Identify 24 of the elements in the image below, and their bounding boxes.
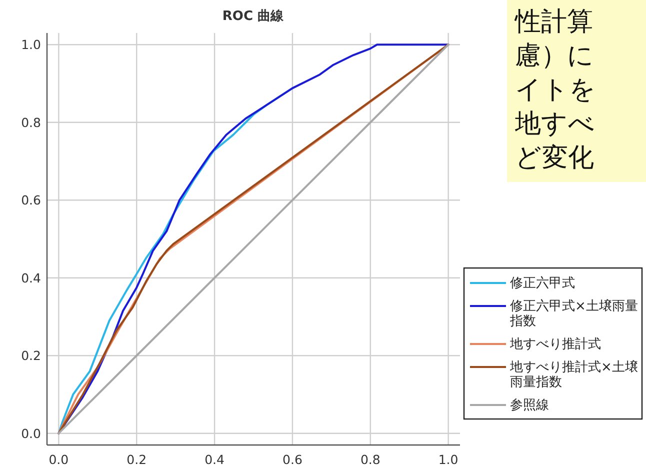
text: 慮）に <box>515 41 594 71</box>
x-tick-label: 0.6 <box>282 452 302 467</box>
legend-label: 参照線 <box>510 398 549 413</box>
y-tick-label: 0.2 <box>21 348 41 364</box>
x-tick-label: 0.2 <box>126 452 147 467</box>
chart-title: ROC 曲線 <box>222 9 285 24</box>
text: 地すべ <box>514 109 595 139</box>
legend-label: 修正六甲式 <box>510 276 575 291</box>
legend-label: 地すべり推計式×土壌雨量指数 <box>509 359 638 390</box>
y-tick-label: 0.6 <box>21 192 42 208</box>
legend-label: 修正六甲式×土壌雨量指数 <box>509 298 638 329</box>
y-tick-label: 0.0 <box>21 426 42 441</box>
x-tick-label: 1.0 <box>438 452 458 467</box>
text: 性計算 <box>514 7 593 37</box>
x-tick-label: 0.4 <box>204 452 225 467</box>
y-tick-label: 1.0 <box>21 37 42 52</box>
text: イトを <box>515 75 596 105</box>
y-tick-label: 0.4 <box>21 270 42 286</box>
line-series <box>58 44 450 434</box>
text: ど変化 <box>515 143 594 173</box>
x-tick-label: 0.0 <box>48 452 69 467</box>
y-tick-label: 0.8 <box>21 114 42 130</box>
legend-label: 地すべり推計式 <box>509 337 601 352</box>
x-tick-label: 0.8 <box>360 452 380 467</box>
